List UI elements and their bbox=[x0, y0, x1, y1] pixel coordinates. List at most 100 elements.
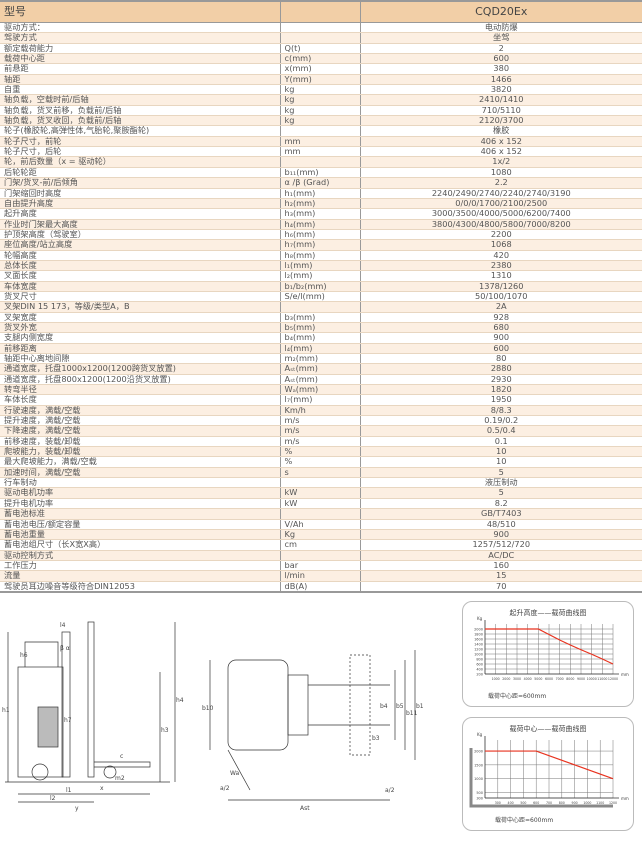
cell-value: 2200 bbox=[360, 229, 642, 241]
table-row: 轮，前后数量（x = 驱动轮） 1x/2 bbox=[0, 156, 642, 168]
x-tick-label: 800 bbox=[559, 801, 565, 805]
cell-value: 2240/2490/2740/2240/2740/3190 bbox=[360, 188, 642, 199]
mast-plan bbox=[287, 674, 309, 736]
x-tick-label: 5000 bbox=[534, 677, 542, 681]
cell-label: 后轮轮距 bbox=[0, 167, 281, 179]
cell-label: 驾驶方式 bbox=[0, 32, 281, 44]
table-row: 通道宽度，托盘800x1200(1200沿货叉放置) Aₛₜ(mm) 2930 bbox=[0, 374, 642, 386]
cell-value: CQD20Ex bbox=[360, 1, 642, 23]
table-row: 座位高度/站立高度 h₇(mm) 1068 bbox=[0, 239, 642, 251]
cell-value: 2880 bbox=[360, 363, 642, 375]
x-tick-label: 700 bbox=[546, 801, 552, 805]
y-tick-label: 2000 bbox=[474, 628, 483, 632]
dim-l1: l1 bbox=[66, 787, 72, 794]
table-row: 叉面长度 l₂(mm) 1310 bbox=[0, 270, 642, 282]
cell-unit: Aₛₜ(mm) bbox=[280, 363, 361, 375]
cell-value: 710/5110 bbox=[360, 105, 642, 117]
cell-value: 50/100/1070 bbox=[360, 291, 642, 303]
table-row: 前移距离 l₄(mm) 600 bbox=[0, 343, 642, 355]
cell-unit bbox=[280, 1, 361, 23]
dim-h7: h7 bbox=[64, 717, 72, 724]
table-row: 叉架DIN 15 173，等级/类型A，B 2A bbox=[0, 301, 642, 313]
cell-unit: Wₐ(mm) bbox=[280, 384, 361, 396]
cell-unit: x(mm) bbox=[280, 63, 361, 75]
spec-table: 型号 CQD20Ex 驱动方式： 电动防爆 驾驶方式 坐驾 额定载荷能力 Q(t) 2 载荷中心距… bbox=[0, 0, 642, 593]
cell-label: 轮幅高度 bbox=[0, 250, 281, 261]
cell-value: 0.19/0.2 bbox=[360, 415, 642, 427]
cell-value: AC/DC bbox=[360, 550, 642, 561]
cell-unit: kg bbox=[280, 84, 361, 96]
table-row: 轴负载，货叉前移，负载前/后轴 kg 710/5110 bbox=[0, 105, 642, 117]
y-tick-label: 1200 bbox=[474, 648, 483, 652]
side-view-drawing: h1 h4 h3 h6 h7 l1 l2 c x y m2 l4 β α bbox=[2, 621, 184, 812]
table-row: 驾驶员耳边噪音等级符合DIN12053 dB(A) 70 bbox=[0, 581, 642, 593]
x-tick-label: 4000 bbox=[524, 677, 532, 681]
x-tick-label: 10000 bbox=[587, 677, 597, 681]
cell-label: 提升电机功率 bbox=[0, 498, 281, 510]
cell-unit: l₄(mm) bbox=[280, 343, 361, 355]
chart-footer: 载荷中心距=600mm bbox=[495, 816, 553, 824]
cell-unit: b₃(mm) bbox=[280, 312, 361, 323]
cell-label: 座位高度/站立高度 bbox=[0, 239, 281, 251]
cell-label: 起升高度 bbox=[0, 208, 281, 220]
table-row: 起升高度 h₃(mm) 3000/3500/4000/5000/6200/7400 bbox=[0, 208, 642, 220]
y-tick-label: 1500 bbox=[474, 763, 483, 767]
top-view-drawing: b10 b5 b11 b1 b4 b3 Wa a/2 a/2 Ast bbox=[202, 650, 424, 812]
cell-label: 转弯半径 bbox=[0, 384, 281, 396]
table-row: 护顶架高度（驾驶室） h₆(mm) 2200 bbox=[0, 229, 642, 241]
cell-value: 680 bbox=[360, 322, 642, 334]
series-line bbox=[485, 628, 614, 665]
cell-label: 行车制动 bbox=[0, 477, 281, 489]
cell-label: 轴负载，货叉收回，负载前/后轴 bbox=[0, 115, 281, 127]
table-row: 驱动电机功率 kW 5 bbox=[0, 487, 642, 499]
cell-unit: mm bbox=[280, 136, 361, 148]
cell-value: 10 bbox=[360, 456, 642, 468]
dim-b4: b4 bbox=[380, 703, 388, 710]
cell-unit bbox=[280, 301, 361, 313]
cell-value: 3800/4300/4800/5800/7000/8200 bbox=[360, 219, 642, 230]
cell-label: 轮子尺寸，前轮 bbox=[0, 136, 281, 148]
cell-unit bbox=[280, 508, 361, 520]
dim-wa: Wa bbox=[230, 770, 240, 777]
table-row: 支腿内侧宽度 b₄(mm) 900 bbox=[0, 332, 642, 344]
cell-label: 轴负载，货叉前移，负载前/后轴 bbox=[0, 105, 281, 117]
cell-unit: m/s bbox=[280, 436, 361, 448]
cell-value: 80 bbox=[360, 353, 642, 365]
x-tick-label: 300 bbox=[495, 801, 501, 805]
table-row: 蓄电池重量 Kg 900 bbox=[0, 529, 642, 541]
cell-value: 2A bbox=[360, 301, 642, 313]
cell-label: 前悬距 bbox=[0, 63, 281, 75]
cell-unit: h₆(mm) bbox=[280, 229, 361, 241]
cell-value: 橡胶 bbox=[360, 125, 642, 137]
dim-x: x bbox=[100, 785, 104, 792]
dim-c: c bbox=[120, 753, 123, 760]
y-axis-label: Kg bbox=[477, 732, 483, 737]
cell-value: 1378/1260 bbox=[360, 281, 642, 292]
cell-value: 坐驾 bbox=[360, 32, 642, 44]
cell-value: 380 bbox=[360, 63, 642, 75]
x-tick-label: 8000 bbox=[566, 677, 574, 681]
cell-label: 工作压力 bbox=[0, 560, 281, 572]
cell-label: 自重 bbox=[0, 84, 281, 96]
dim-m2: m2 bbox=[115, 775, 125, 782]
cell-unit: m₂(mm) bbox=[280, 353, 361, 365]
tilt-angles: β α bbox=[60, 645, 70, 652]
cell-unit: b₄(mm) bbox=[280, 332, 361, 344]
cell-value: 48/510 bbox=[360, 519, 642, 530]
cell-unit: bar bbox=[280, 560, 361, 572]
cell-value: 600 bbox=[360, 53, 642, 65]
dim-b3: b3 bbox=[372, 735, 380, 742]
cell-value: 5 bbox=[360, 487, 642, 499]
cell-unit: Km/h bbox=[280, 405, 361, 417]
fork-icon bbox=[469, 748, 613, 808]
cell-label: 蓄电池标准 bbox=[0, 508, 281, 520]
y-tick-label: 500 bbox=[476, 791, 483, 795]
cell-unit: kW bbox=[280, 498, 361, 510]
x-axis-label: mm bbox=[621, 796, 629, 801]
cell-value: 10 bbox=[360, 446, 642, 458]
cell-label: 前移距离 bbox=[0, 343, 281, 355]
dim-h6: h6 bbox=[20, 652, 28, 659]
cell-value: 2410/1410 bbox=[360, 94, 642, 106]
cell-unit: cm bbox=[280, 539, 361, 551]
